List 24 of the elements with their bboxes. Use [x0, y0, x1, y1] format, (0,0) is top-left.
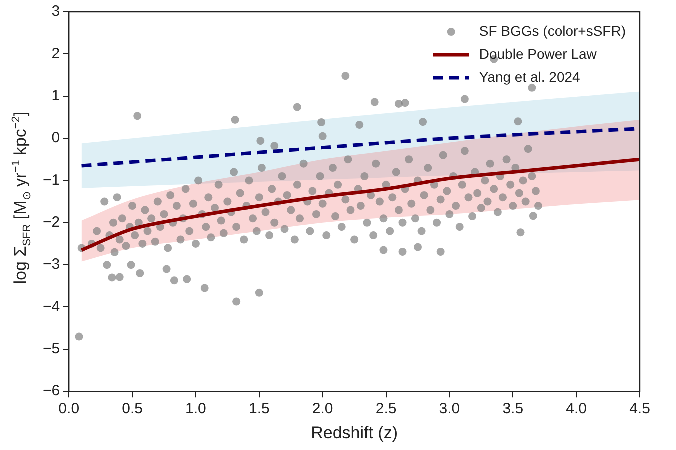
x-tick-label: 2.0 — [312, 400, 334, 418]
y-tick-label: 2 — [52, 45, 60, 62]
x-tick-label: 3.0 — [439, 400, 460, 418]
x-tick-label: 2.5 — [376, 400, 397, 418]
x-tick-label: 1.0 — [186, 400, 206, 418]
y-tick-label: 1 — [52, 87, 60, 104]
legend-label: Yang et al. 2024 — [479, 68, 581, 85]
y-tick-label: 3 — [52, 3, 60, 20]
y-tick-label: −3 — [42, 256, 60, 274]
y-tick-label: −5 — [42, 340, 60, 358]
legend-label: Double Power Law — [479, 46, 598, 62]
y-tick-label: −4 — [42, 298, 60, 316]
x-tick-label: 4.0 — [566, 400, 587, 418]
x-tick-label: 3.5 — [502, 400, 524, 418]
y-tick-label: −2 — [42, 214, 60, 232]
x-tick-label: 1.5 — [248, 400, 270, 418]
x-tick-label: 4.5 — [630, 400, 650, 418]
x-axis-title: Redshift (z) — [311, 423, 398, 442]
x-tick-label: 0.0 — [58, 400, 80, 418]
y-tick-label: 0 — [52, 130, 60, 147]
legend-label: SF BGGs (color+sSFR) — [479, 22, 626, 39]
y-tick-label: −1 — [42, 172, 60, 189]
x-tick-label: 0.5 — [122, 400, 143, 418]
y-tick-label: −6 — [42, 382, 60, 400]
